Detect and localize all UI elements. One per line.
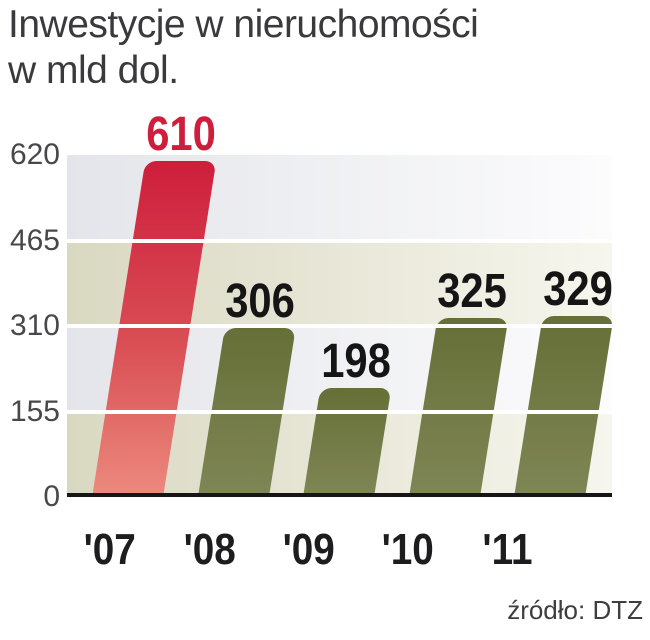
bar-value-label: 325 (402, 264, 542, 318)
bar-value-text: 198 (320, 334, 391, 388)
bar-value-text: 329 (543, 262, 614, 316)
bar-value-label: 610 (111, 107, 251, 161)
x-tick-label: '10 (358, 525, 458, 574)
x-tick-label: '07 (60, 525, 160, 574)
bar-value-label: 329 (508, 262, 648, 316)
x-tick-text: '10 (381, 525, 434, 574)
x-tick-label: '11 (457, 525, 557, 574)
y-tick-label: 620 (9, 138, 60, 171)
y-tick-label: 310 (9, 309, 60, 342)
bar-value-label: 198 (286, 334, 426, 388)
chart-title-line2: w mld dol. (8, 49, 179, 92)
gridline-310 (67, 324, 612, 328)
chart-title: Inwestycje w nieruchomości w mld dol. (8, 2, 479, 94)
y-tick-label: 0 (43, 480, 60, 513)
bar-value-label: 306 (190, 275, 330, 329)
x-tick-label: '08 (159, 525, 259, 574)
gridline-465 (67, 238, 612, 243)
x-tick-text: '11 (481, 525, 533, 574)
bar-value-text: 325 (437, 264, 508, 318)
x-tick-text: '09 (282, 525, 335, 574)
chart-title-line1: Inwestycje w nieruchomości (8, 3, 479, 46)
plot-area (67, 155, 614, 497)
bar-value-text: 610 (145, 107, 216, 161)
x-tick-text: '08 (183, 525, 236, 574)
y-tick-label: 465 (9, 223, 60, 257)
gridline-155 (67, 409, 612, 414)
bar-value-text: 306 (224, 275, 295, 329)
y-tick-label: 155 (9, 394, 60, 428)
source-label: źródło: DTZ (507, 595, 643, 625)
x-tick-label: '09 (259, 525, 359, 574)
x-tick-text: '07 (83, 525, 137, 574)
x-axis-line (67, 493, 612, 497)
